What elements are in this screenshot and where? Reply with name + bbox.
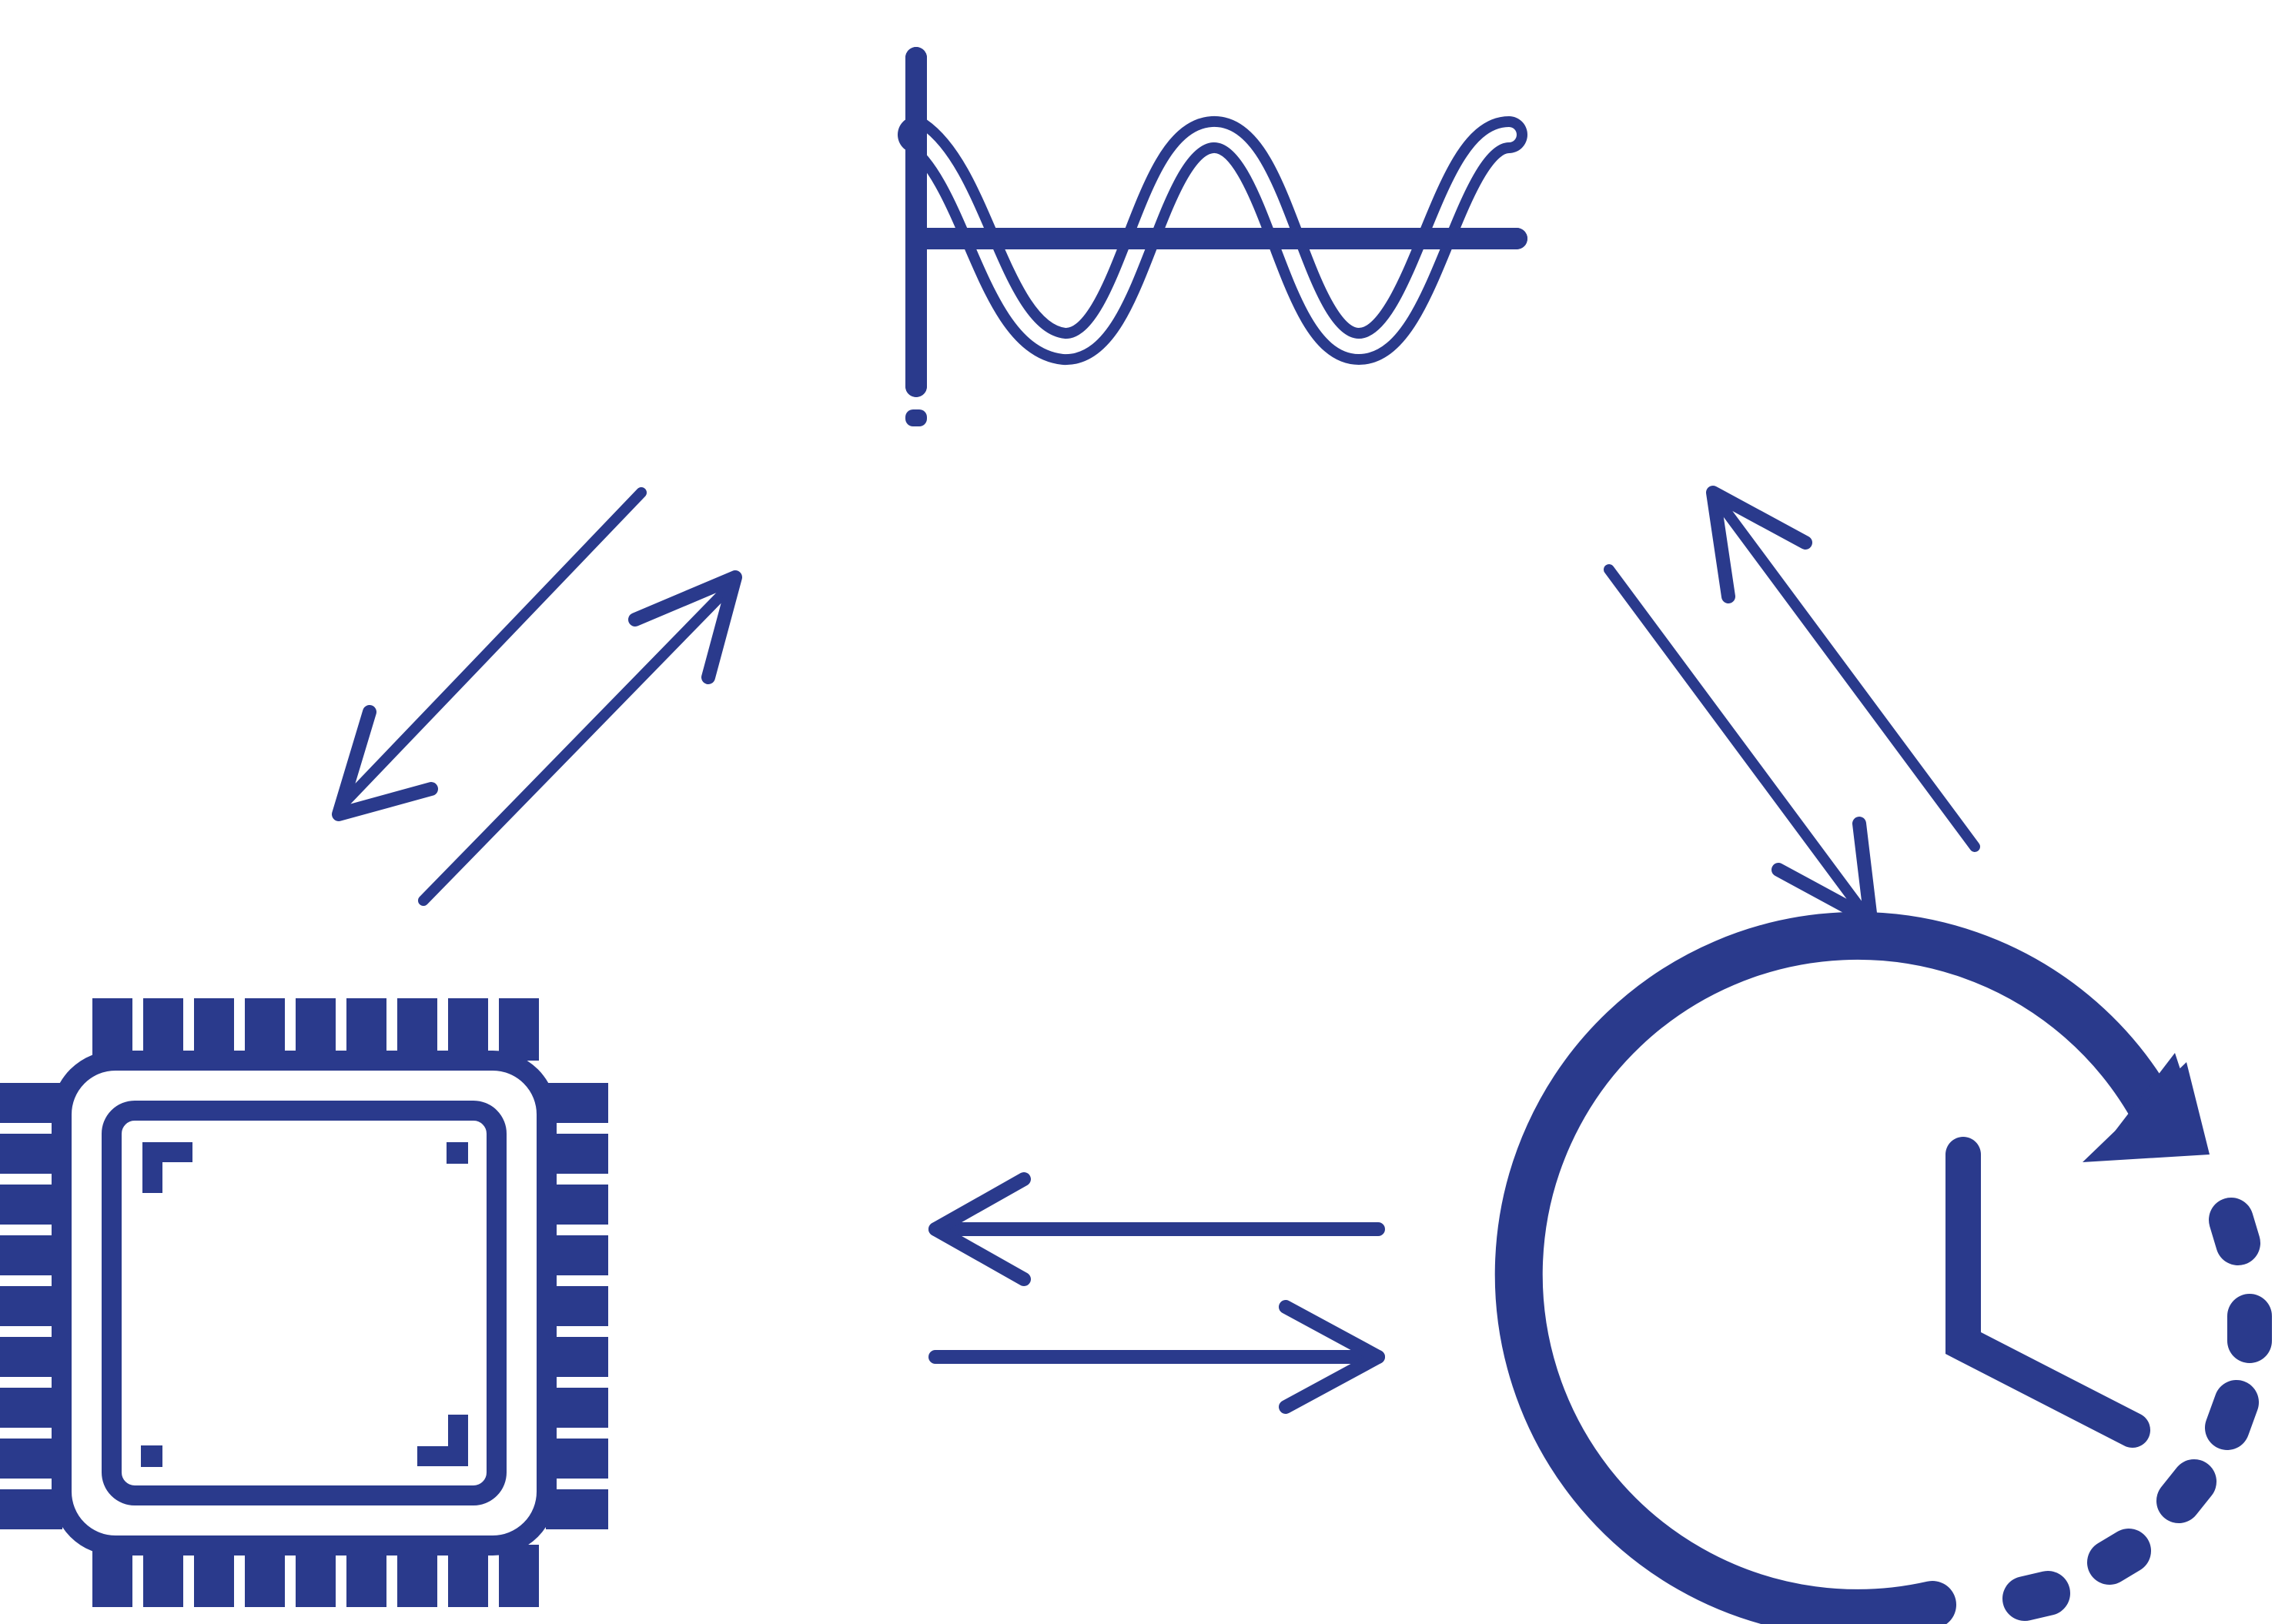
chip-pin [0,1235,62,1275]
sine-wave-icon [898,47,1527,426]
chip-pin [546,1439,608,1479]
chip-pin [143,1545,183,1607]
chip-pin [346,1545,386,1607]
chip-pin [245,998,285,1061]
bidirectional-arrows-icon [928,1172,1385,1414]
bidirectional-arrows-icon [332,487,742,906]
chip-pin [194,1545,234,1607]
chip-pin [546,1286,608,1326]
chip-pin [0,1439,62,1479]
chip-pin [499,1545,539,1607]
chip-pin [0,1489,62,1529]
chip-pin [546,1083,608,1123]
chip-pin [397,998,437,1061]
chip-pin [296,1545,336,1607]
chip-pin [346,998,386,1061]
chip-pin [0,1134,62,1174]
chip-pin [0,1337,62,1377]
bidirectional-arrows-icon [1604,486,1980,927]
chip-pin [0,1083,62,1123]
chip-pin [546,1185,608,1225]
chip-pin [499,998,539,1061]
chip-pin [0,1185,62,1225]
chip-pin [397,1545,437,1607]
chip-pin [245,1545,285,1607]
chip-pin [546,1337,608,1377]
chip-pin [92,1545,132,1607]
chip-pin [0,1388,62,1428]
chip-pin [194,998,234,1061]
chip-pin [0,1286,62,1326]
chip-pin [546,1388,608,1428]
clock-refresh-icon [1494,911,2272,1624]
chip-pin [448,998,488,1061]
chip-pin [296,998,336,1061]
chip-pin [546,1235,608,1275]
chip-pin [448,1545,488,1607]
chip-pin [546,1134,608,1174]
microchip-icon [0,998,608,1607]
chip-pin [546,1489,608,1529]
chip-pin [143,998,183,1061]
chip-pin [92,998,132,1061]
